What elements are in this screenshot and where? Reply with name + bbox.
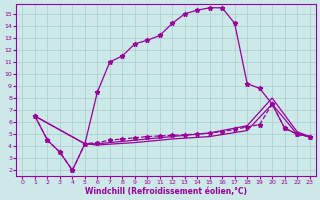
- X-axis label: Windchill (Refroidissement éolien,°C): Windchill (Refroidissement éolien,°C): [85, 187, 247, 196]
